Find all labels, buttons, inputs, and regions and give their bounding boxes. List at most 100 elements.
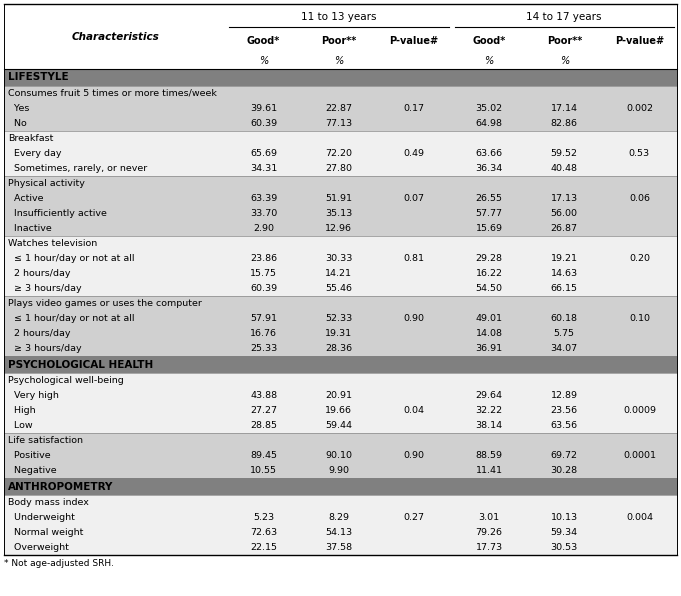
Text: Overweight: Overweight: [8, 543, 69, 552]
Text: 52.33: 52.33: [325, 314, 352, 323]
Text: Plays video games or uses the computer: Plays video games or uses the computer: [8, 299, 202, 308]
Text: %: %: [560, 55, 569, 66]
Text: Poor**: Poor**: [547, 36, 582, 46]
Text: 0.06: 0.06: [629, 194, 650, 203]
Bar: [4, 326, 677, 341]
Bar: [4, 161, 677, 176]
Bar: [4, 478, 677, 495]
Text: 0.10: 0.10: [629, 314, 650, 323]
Text: High: High: [8, 406, 35, 415]
Bar: [4, 116, 677, 131]
Text: * Not age-adjusted SRH.: * Not age-adjusted SRH.: [4, 558, 114, 567]
Text: ≥ 3 hours/day: ≥ 3 hours/day: [8, 344, 82, 353]
Text: 16.76: 16.76: [250, 329, 277, 338]
Text: 0.004: 0.004: [626, 513, 653, 522]
Bar: [4, 69, 677, 86]
Text: 90.10: 90.10: [326, 451, 352, 460]
Text: Watches television: Watches television: [8, 239, 97, 248]
Text: 35.02: 35.02: [475, 104, 503, 113]
Text: Psychological well-being: Psychological well-being: [8, 376, 124, 385]
Text: 0.04: 0.04: [403, 406, 424, 415]
Text: 38.14: 38.14: [475, 421, 503, 430]
Text: 72.20: 72.20: [326, 149, 352, 158]
Text: 49.01: 49.01: [475, 314, 503, 323]
Text: 59.52: 59.52: [551, 149, 577, 158]
Text: 14.21: 14.21: [326, 269, 352, 278]
Text: 64.98: 64.98: [475, 119, 503, 128]
Text: 0.27: 0.27: [403, 513, 424, 522]
Text: Every day: Every day: [8, 149, 61, 158]
Bar: [4, 266, 677, 281]
Bar: [4, 296, 677, 311]
Text: 66.15: 66.15: [551, 284, 577, 293]
Text: 9.90: 9.90: [328, 466, 349, 475]
Text: 88.59: 88.59: [475, 451, 503, 460]
Text: 43.88: 43.88: [250, 391, 277, 400]
Text: 0.49: 0.49: [403, 149, 424, 158]
Bar: [4, 463, 677, 478]
Bar: [4, 251, 677, 266]
Text: 17.73: 17.73: [475, 543, 503, 552]
Text: 60.39: 60.39: [250, 119, 277, 128]
Bar: [4, 176, 677, 191]
Text: 0.90: 0.90: [403, 314, 424, 323]
Text: 25.33: 25.33: [250, 344, 277, 353]
Text: 54.13: 54.13: [326, 528, 352, 537]
Text: 56.00: 56.00: [551, 209, 577, 218]
Text: Negative: Negative: [8, 466, 57, 475]
Text: Breakfast: Breakfast: [8, 134, 53, 143]
Text: 29.64: 29.64: [475, 391, 503, 400]
Bar: [4, 510, 677, 525]
Bar: [4, 206, 677, 221]
Text: P-value#: P-value#: [615, 36, 664, 46]
Text: 23.56: 23.56: [551, 406, 577, 415]
Text: 10.13: 10.13: [551, 513, 577, 522]
Text: 34.31: 34.31: [250, 164, 277, 173]
Text: %: %: [259, 55, 268, 66]
Bar: [4, 388, 677, 403]
Text: 15.69: 15.69: [475, 224, 503, 233]
Text: Insufficiently active: Insufficiently active: [8, 209, 107, 218]
Text: 2 hours/day: 2 hours/day: [8, 329, 71, 338]
Text: 19.66: 19.66: [326, 406, 352, 415]
Bar: [4, 341, 677, 356]
Bar: [4, 403, 677, 418]
Text: 51.91: 51.91: [326, 194, 352, 203]
Text: P-value#: P-value#: [390, 36, 439, 46]
Text: ≤ 1 hour/day or not at all: ≤ 1 hour/day or not at all: [8, 254, 135, 263]
Text: 17.14: 17.14: [551, 104, 577, 113]
Text: Active: Active: [8, 194, 44, 203]
Text: LIFESTYLE: LIFESTYLE: [8, 73, 69, 82]
Text: Positive: Positive: [8, 451, 50, 460]
Text: Very high: Very high: [8, 391, 59, 400]
Bar: [4, 86, 677, 101]
Text: 0.90: 0.90: [403, 451, 424, 460]
Text: 23.86: 23.86: [250, 254, 277, 263]
Bar: [4, 311, 677, 326]
Text: Life satisfaction: Life satisfaction: [8, 436, 83, 445]
Text: 22.87: 22.87: [326, 104, 352, 113]
Text: 5.75: 5.75: [554, 329, 575, 338]
Text: 40.48: 40.48: [551, 164, 577, 173]
Text: 26.55: 26.55: [475, 194, 503, 203]
Text: 19.21: 19.21: [551, 254, 577, 263]
Text: 55.46: 55.46: [326, 284, 352, 293]
Text: Normal weight: Normal weight: [8, 528, 83, 537]
Bar: [4, 418, 677, 433]
Text: 63.56: 63.56: [551, 421, 577, 430]
Text: 37.58: 37.58: [326, 543, 352, 552]
Text: 19.31: 19.31: [326, 329, 352, 338]
Text: 0.07: 0.07: [403, 194, 424, 203]
Text: 11 to 13 years: 11 to 13 years: [301, 12, 377, 22]
Text: 29.28: 29.28: [475, 254, 503, 263]
Text: 72.63: 72.63: [250, 528, 277, 537]
Text: 63.39: 63.39: [250, 194, 277, 203]
Bar: [4, 131, 677, 146]
Text: 60.18: 60.18: [551, 314, 577, 323]
Text: 0.002: 0.002: [626, 104, 653, 113]
Bar: [4, 236, 677, 251]
Text: 0.53: 0.53: [629, 149, 650, 158]
Text: ≤ 1 hour/day or not at all: ≤ 1 hour/day or not at all: [8, 314, 135, 323]
Bar: [4, 221, 677, 236]
Bar: [4, 433, 677, 448]
